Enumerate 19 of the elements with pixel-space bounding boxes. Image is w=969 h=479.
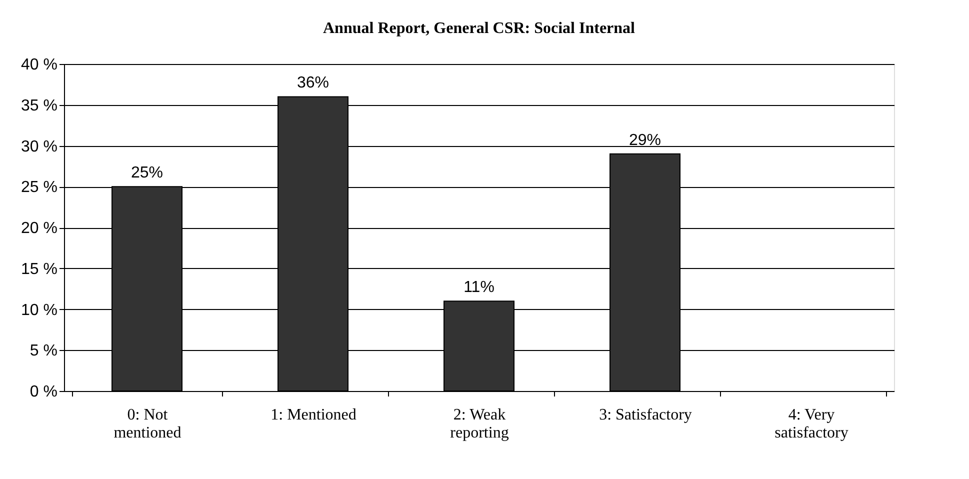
data-label: 36%	[296, 74, 330, 92]
y-tick-label: 5 %	[30, 342, 58, 360]
data-label: 11%	[464, 279, 494, 296]
chart-title: Annual Report, General CSR: Social Internal	[323, 20, 636, 37]
y-tick-label: 20 %	[21, 220, 58, 237]
y-tick-label: 15 %	[21, 260, 58, 278]
y-tick-label: 10 %	[21, 302, 58, 319]
y-tick-label: 40 %	[21, 56, 58, 74]
y-tick-label: 0 %	[30, 384, 58, 400]
y-tick-label: 35 %	[21, 97, 58, 114]
x-tick-label: 3: Satisfactory	[599, 406, 692, 424]
data-label: 25%	[130, 164, 164, 182]
x-tick-label: 2: Weak reporting	[450, 406, 509, 442]
x-tick-label: 1: Mentioned	[270, 406, 356, 424]
data-label: 29%	[628, 132, 662, 149]
x-tick-label: 4: Very satisfactory	[774, 406, 848, 442]
x-tick-label: 0: Not mentioned	[114, 406, 182, 442]
y-tick-label: 25 %	[21, 179, 58, 196]
y-tick-label: 30 %	[21, 138, 58, 156]
